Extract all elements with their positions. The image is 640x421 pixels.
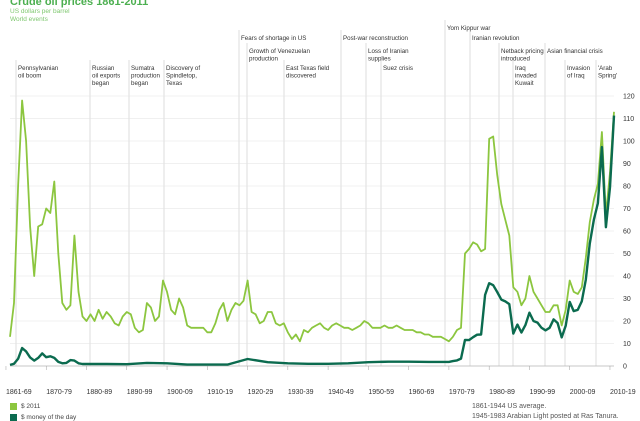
event-label: Iraq — [515, 65, 526, 72]
event-label: supplies — [368, 56, 391, 63]
x-tick-label: 1930-39 — [288, 389, 314, 396]
legend-label-money-of-day: $ money of the day — [21, 414, 77, 421]
event-label: Asian financial crisis — [547, 48, 603, 55]
y-tick-label: 20 — [623, 319, 631, 326]
chart-title: Crude oil prices 1861-2011 — [10, 0, 149, 8]
footnote-arabian-light: 1945-1983 Arabian Light posted at Ras Ta… — [472, 413, 619, 420]
event-label: Yom Kippur war — [447, 25, 490, 32]
event-label: Invasion — [567, 65, 591, 72]
chart-subtitle-units: US dollars per barrel — [10, 8, 70, 15]
x-tick-label: 1950-59 — [368, 389, 394, 396]
event-label: Spring' — [598, 73, 617, 80]
event-label: Growth of Venezuelan — [249, 48, 310, 55]
event-label: Kuwait — [515, 80, 534, 87]
event-label: 'Arab — [598, 65, 613, 72]
x-tick-label: 1970-79 — [449, 389, 475, 396]
y-tick-label: 50 — [623, 251, 631, 258]
footnote-us-average: 1861-1944 US average. — [472, 403, 547, 410]
event-label: Discovery of — [166, 65, 200, 72]
x-tick-label: 1880-89 — [87, 389, 113, 396]
event-label: Spindletop, — [166, 73, 197, 80]
event-label: began — [92, 80, 110, 87]
event-label: of Iraq — [567, 73, 585, 80]
event-label: Suez crisis — [383, 65, 413, 72]
event-label: oil exports — [92, 73, 120, 80]
event-label: Fears of shortage in US — [241, 35, 306, 42]
x-tick-label: 1900-09 — [167, 389, 193, 396]
event-label: began — [131, 80, 149, 87]
event-label: invaded — [515, 73, 537, 80]
y-tick-label: 60 — [623, 229, 631, 236]
x-tick-label: 1861-69 — [6, 389, 32, 396]
event-label: production — [131, 73, 160, 80]
y-tick-label: 80 — [623, 184, 631, 191]
event-label: production — [249, 56, 278, 63]
legend-swatch-money-of-day — [10, 414, 17, 421]
event-label: Russian — [92, 65, 115, 72]
event-label: Texas — [166, 80, 182, 87]
y-tick-label: 10 — [623, 341, 631, 348]
x-tick-label: 1920-29 — [248, 389, 274, 396]
legend-item-money-of-day: $ money of the day — [10, 414, 76, 421]
event-label: Sumatra — [131, 65, 155, 72]
event-label: Netback pricing — [501, 48, 544, 55]
event-label: introduced — [501, 56, 530, 63]
x-tick-label: 1910-19 — [207, 389, 233, 396]
x-tick-label: 1980-89 — [489, 389, 515, 396]
legend-item-2011: $ 2011 — [10, 403, 40, 410]
event-label: East Texas field — [286, 65, 330, 72]
event-label: Loss of Iranian — [368, 48, 409, 55]
event-label: Iranian revolution — [472, 35, 520, 42]
y-tick-label: 40 — [623, 274, 631, 281]
y-tick-label: 70 — [623, 206, 631, 213]
x-tick-label: 2010-19 — [610, 389, 636, 396]
y-tick-label: 90 — [623, 161, 631, 168]
y-tick-label: 100 — [623, 139, 635, 146]
legend-label-2011: $ 2011 — [21, 403, 41, 410]
y-tick-label: 30 — [623, 296, 631, 303]
series-line-0 — [9, 99, 615, 343]
chart-subtitle-events: World events — [10, 16, 48, 23]
event-label: Post-war reconstruction — [343, 35, 409, 42]
legend-swatch-2011 — [10, 403, 17, 410]
event-label: Pennsylvanian — [18, 65, 59, 72]
x-tick-label: 1940-49 — [328, 389, 354, 396]
y-tick-label: 0 — [623, 364, 627, 371]
x-tick-label: 2000-09 — [570, 389, 596, 396]
y-tick-label: 120 — [623, 94, 635, 101]
series-line-1 — [9, 115, 616, 367]
y-tick-label: 110 — [623, 116, 634, 123]
event-label: oil boom — [18, 73, 41, 80]
event-label: discovered — [286, 73, 316, 80]
x-tick-label: 1870-79 — [46, 389, 72, 396]
x-tick-label: 1990-99 — [529, 389, 555, 396]
x-tick-label: 1960-69 — [409, 389, 435, 396]
x-tick-label: 1890-99 — [127, 389, 153, 396]
